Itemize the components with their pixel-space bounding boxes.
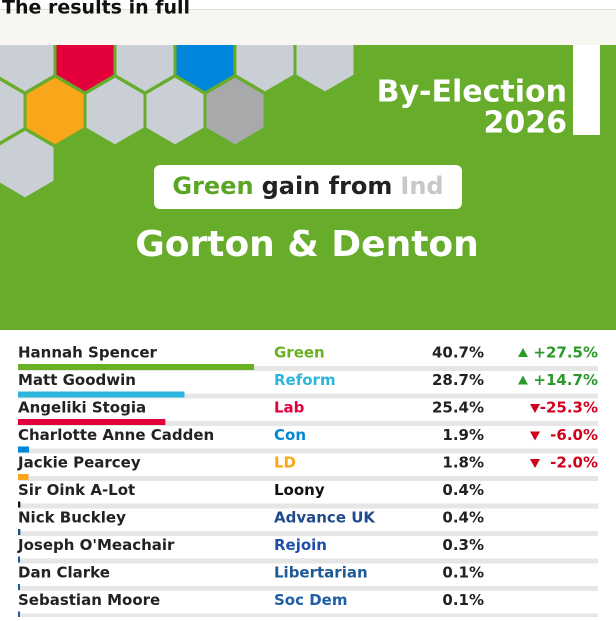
party-name: Lab [274,399,305,417]
hexagon [203,74,267,148]
candidate-name: Joseph O'Meachair [17,536,175,554]
arrow-down [530,431,540,441]
row-track [18,613,598,619]
row-track [18,558,598,564]
party-name: LD [274,454,296,472]
result-phrase: gain from [262,172,393,200]
row-track [18,503,598,509]
vote-share: 40.7% [432,344,484,362]
constituency: Gorton & Denton [135,224,479,265]
vote-share: 1.9% [442,426,484,444]
party-name: Advance UK [274,509,376,527]
candidate-name: Matt Goodwin [18,371,136,389]
candidate-name: Jackie Pearcey [17,454,141,472]
arrow-up [518,375,528,385]
share-bar [18,501,21,508]
result-winner: Green [172,172,253,200]
row-track [18,366,598,371]
banner-title: By-Election [377,75,567,110]
share-change: -2.0% [550,454,598,472]
party-name: Rejoin [274,536,327,554]
candidate-name: Dan Clarke [18,564,110,582]
share-bar [18,419,166,425]
party-name: Green [274,344,325,362]
candidate-name: Charlotte Anne Cadden [18,426,214,444]
party-name: Soc Dem [274,591,347,609]
share-bar [18,611,20,618]
party-name: Con [274,426,306,444]
banner-accent [573,45,600,135]
row-track [18,421,598,426]
arrow-down [530,459,540,468]
row-track [18,448,598,454]
result-text: Green gain from Ind [172,172,443,200]
candidate-name: Nick Buckley [18,509,126,527]
vote-share: 28.7% [432,371,484,389]
hexagon [0,127,57,201]
candidate-name: Hannah Spencer [18,344,158,362]
party-name: Loony [274,481,325,499]
party-name: Libertarian [274,564,368,582]
share-change: +27.5% [533,344,598,362]
row-track [18,393,598,399]
party-name: Reform [274,371,336,389]
share-bar [18,391,185,398]
share-bar [18,446,30,453]
vote-share: 25.4% [432,399,484,417]
vote-share: 0.4% [442,481,484,499]
vote-share: 1.8% [442,454,484,472]
share-bar [18,556,20,563]
vote-share: 0.1% [442,591,484,609]
candidate-name: Sir Oink A-Lot [18,481,135,499]
vote-share: 0.1% [442,564,484,582]
arrow-up [518,348,528,357]
share-bar [18,474,29,480]
arrow-down [530,404,540,413]
row-track [18,531,598,536]
share-bar [18,584,20,590]
hexagon-pattern [0,45,357,201]
banner-year: 2026 [484,106,568,141]
share-bar [18,364,255,370]
result-loser: Ind [400,172,443,200]
share-bar [18,529,21,535]
header-title: The results in full [2,0,190,19]
vote-share: 0.4% [442,509,484,527]
candidate-name: Sebastian Moore [18,591,160,609]
share-change: -6.0% [550,426,598,444]
row-track [18,476,598,481]
results-table: Hannah Spencer Green 40.7% +27.5% Matt Goodw… [17,344,598,619]
vote-share: 0.3% [442,536,484,554]
share-change: +14.7% [533,371,598,389]
hexagon [293,45,357,95]
header-band [0,10,616,45]
share-change: -25.3% [540,399,598,417]
candidate-name: Angeliki Stogia [18,399,146,417]
row-track [18,586,598,591]
result-box [154,165,462,209]
